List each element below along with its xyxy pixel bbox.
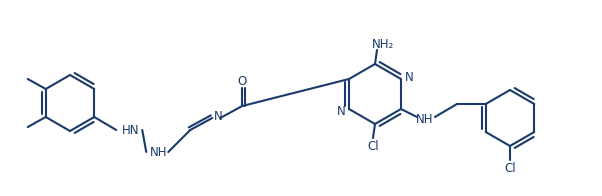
Text: O: O [238, 74, 247, 87]
Text: NH: NH [149, 145, 167, 159]
Text: NH: NH [416, 113, 433, 125]
Text: N: N [405, 71, 414, 83]
Text: N: N [337, 104, 346, 117]
Text: N: N [214, 110, 223, 122]
Text: HN: HN [122, 123, 139, 136]
Text: NH₂: NH₂ [372, 37, 394, 51]
Text: Cl: Cl [504, 162, 516, 174]
Text: Cl: Cl [367, 140, 379, 152]
